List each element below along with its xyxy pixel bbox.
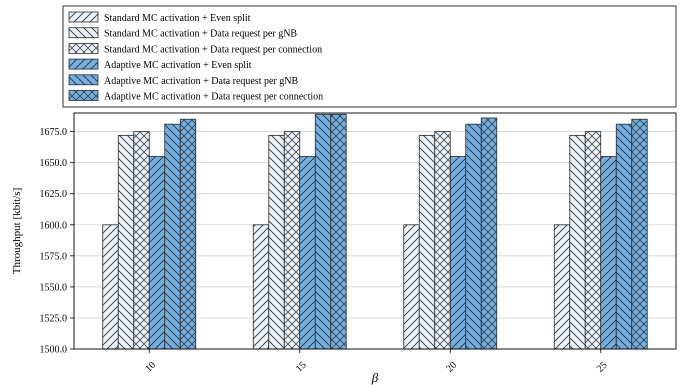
bar-hatch [480, 117, 498, 350]
bar-hatch [314, 113, 332, 350]
y-tick-label: 1500.0 [40, 345, 68, 356]
x-tick-label: 25 [595, 360, 610, 375]
legend-swatch-hatch [68, 74, 99, 86]
bar-hatch [117, 134, 135, 350]
legend-item: Adaptive MC activation + Data request pe… [68, 90, 323, 103]
bar-hatch [434, 131, 451, 350]
y-tick-label: 1675.0 [40, 127, 68, 138]
y-axis-ticks: 1500.0 1525.0 1550.0 1575.0 1600.0 1625.0 1650… [40, 127, 74, 356]
bar-hatch [465, 123, 482, 350]
y-tick-label: 1650.0 [40, 158, 68, 169]
legend-label: Standard MC activation + Data request pe… [104, 29, 297, 40]
bar-hatch [631, 118, 648, 350]
bar-hatch [179, 118, 197, 350]
legend-swatch-hatch [68, 58, 99, 70]
bar-hatch [584, 131, 602, 350]
legend-swatch-hatch [68, 27, 99, 39]
bar-hatch [102, 224, 119, 350]
bar-hatch [148, 156, 166, 350]
bar-hatch [418, 134, 436, 350]
legend-label: Adaptive MC activation + Data request pe… [104, 76, 299, 87]
y-tick-label: 1550.0 [40, 282, 68, 293]
x-tick-label: 10 [143, 360, 158, 375]
legend-item: Standard MC activation + Even split [68, 11, 251, 24]
bar-hatch [283, 131, 301, 350]
bar-hatch [403, 224, 420, 350]
bar-hatch [268, 134, 285, 350]
plot-area: 1500.0 1525.0 1550.0 1575.0 1600.0 1625.0 1650… [40, 112, 677, 375]
y-tick-label: 1575.0 [40, 251, 68, 262]
x-axis-label: β [371, 370, 379, 385]
y-axis-label: Throughput [kbit/s] [11, 188, 23, 274]
legend-label: Adaptive MC activation + Even split [104, 60, 252, 71]
bar-hatch [600, 156, 617, 350]
legend-swatch-hatch [68, 43, 99, 54]
bar-hatch [133, 131, 150, 350]
x-tick-label: 20 [444, 360, 459, 375]
x-tick-label: 15 [294, 360, 309, 375]
bar-hatch [569, 134, 586, 350]
bar-hatch [615, 123, 633, 350]
bar-hatch [553, 224, 571, 350]
plot-frame [73, 112, 677, 350]
legend-frame [62, 5, 677, 108]
legend-item: Standard MC activation + Data request pe… [68, 43, 322, 55]
bar-hatch [449, 156, 467, 350]
legend-label: Adaptive MC activation + Data request pe… [104, 92, 323, 103]
legend-label: Standard MC activation + Data request pe… [104, 44, 322, 55]
legend-item: Adaptive MC activation + Even split [68, 58, 252, 71]
legend: Standard MC activation + Even split Stand… [62, 5, 677, 108]
bars [102, 113, 648, 350]
bar-hatch [330, 113, 347, 350]
bar-hatch [164, 123, 181, 350]
legend-swatch-hatch [68, 11, 99, 23]
legend-item: Standard MC activation + Data request pe… [68, 27, 297, 40]
bar-hatch [252, 224, 270, 350]
bar-hatch [299, 156, 316, 350]
legend-item: Adaptive MC activation + Data request pe… [68, 74, 299, 87]
legend-items: Standard MC activation + Even split Stand… [68, 11, 323, 103]
y-tick-label: 1525.0 [40, 313, 68, 324]
legend-swatch-hatch [68, 90, 99, 101]
y-tick-label: 1600.0 [40, 220, 68, 231]
legend-label: Standard MC activation + Even split [104, 13, 251, 24]
y-tick-label: 1625.0 [40, 189, 68, 200]
